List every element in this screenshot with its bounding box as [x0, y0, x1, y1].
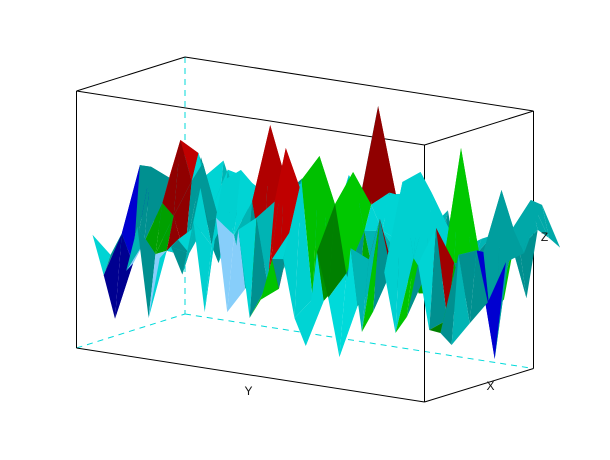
svg-text:X: X — [486, 379, 494, 393]
svg-text:Y: Y — [244, 384, 252, 398]
svg-text:Z: Z — [541, 230, 548, 244]
